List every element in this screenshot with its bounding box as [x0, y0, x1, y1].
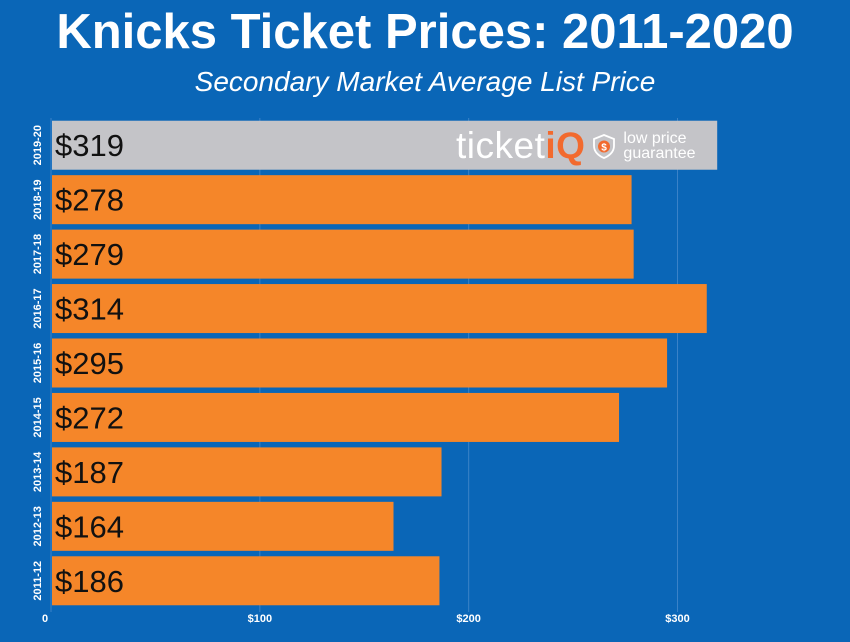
logo-wordmark: ticketiQ	[456, 124, 585, 168]
bar	[52, 338, 668, 388]
logo-tagline: low price guarantee	[623, 130, 696, 162]
category-tick-label: 2013-14	[32, 451, 44, 492]
bar-value-label: $295	[55, 346, 124, 381]
shield-dollar-icon: $	[593, 134, 616, 159]
bar-value-label: $279	[55, 237, 124, 272]
chart-subtitle: Secondary Market Average List Price	[194, 66, 656, 97]
bar-value-label: $319	[55, 128, 124, 163]
logo-tagline-line2: guarantee	[623, 145, 696, 162]
bar	[52, 501, 394, 551]
bar-value-label: $164	[55, 509, 124, 544]
category-tick-label: 2011-12	[32, 561, 44, 601]
logo-brand-accent: iQ	[545, 125, 586, 166]
category-tick-label: 2016-17	[32, 288, 44, 328]
svg-text:$: $	[602, 143, 608, 154]
category-tick-label: 2018-19	[32, 179, 44, 219]
bar-value-label: $187	[55, 455, 124, 490]
bar	[52, 284, 707, 334]
bar	[52, 229, 634, 279]
category-tick-label: 2019-20	[32, 125, 44, 165]
bar-value-label: $272	[55, 400, 124, 435]
bar-value-label: $314	[55, 292, 124, 327]
x-tick-label: $200	[456, 613, 480, 625]
chart-title: Knicks Ticket Prices: 2011-2020	[56, 5, 794, 59]
category-tick-label: 2014-15	[32, 397, 44, 437]
ticketiq-logo: ticketiQ $ low price guarantee	[456, 124, 756, 168]
category-tick-label: 2015-16	[32, 343, 44, 383]
category-tick-label: 2017-18	[32, 234, 44, 274]
bar	[52, 175, 632, 225]
logo-brand-plain: ticket	[456, 125, 546, 166]
bar	[52, 392, 620, 442]
bar	[52, 556, 440, 606]
logo-tagline-line1: low price	[623, 130, 687, 147]
x-tick-label: 0	[42, 613, 48, 625]
bar	[52, 447, 442, 497]
category-tick-label: 2012-13	[32, 506, 44, 546]
bar-value-label: $186	[55, 564, 124, 599]
bar-value-label: $278	[55, 183, 124, 218]
x-tick-label: $300	[665, 613, 689, 625]
x-tick-label: $100	[248, 613, 272, 625]
